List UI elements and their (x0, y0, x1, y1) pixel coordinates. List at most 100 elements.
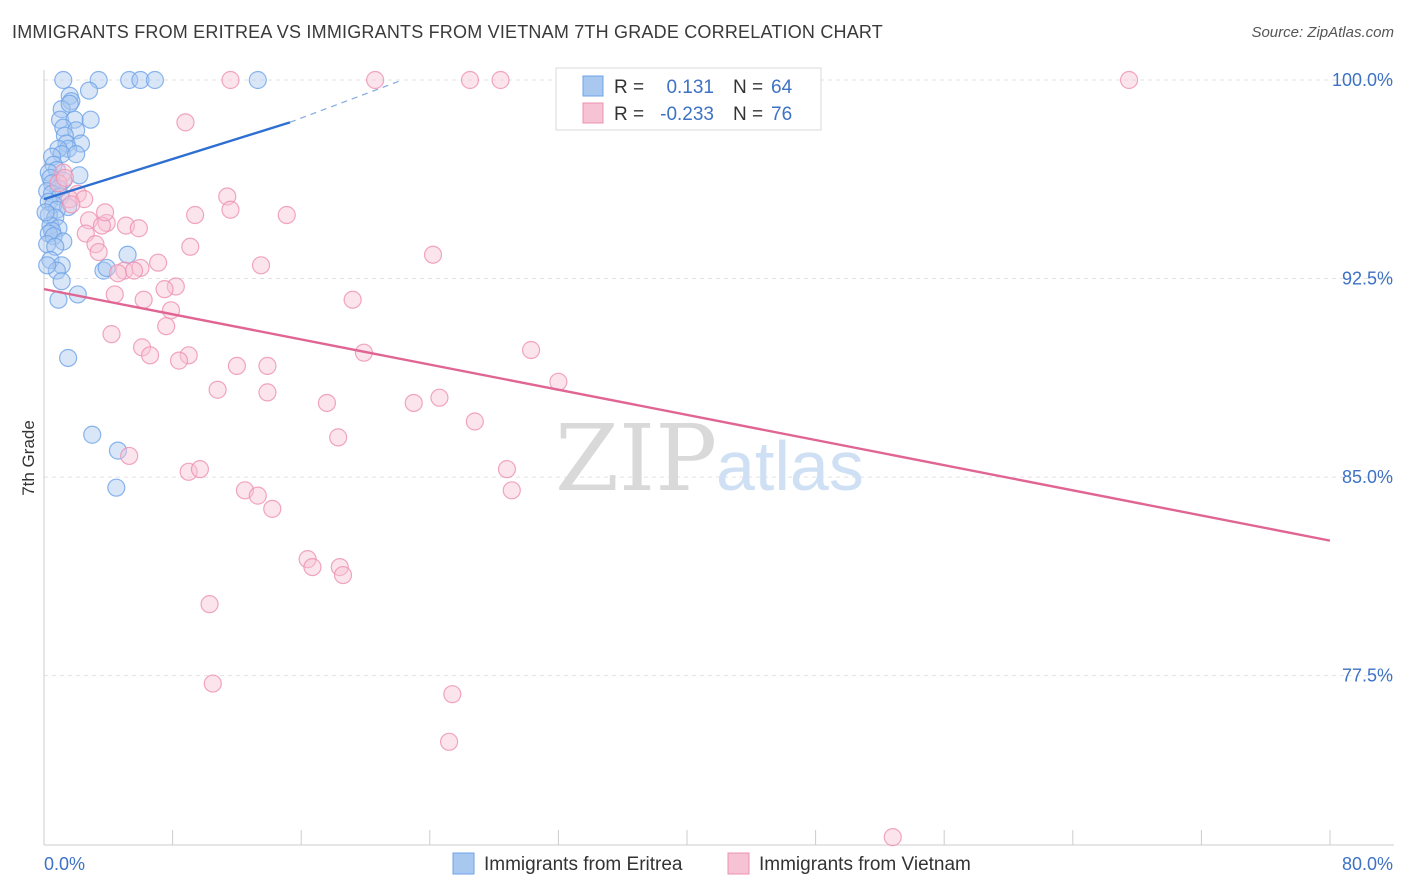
bottom-legend-label-vietnam: Immigrants from Vietnam (759, 854, 971, 875)
vietnam-point-70 (443, 685, 462, 704)
eritrea-point-50 (41, 250, 60, 270)
x-tick-label-min: 0.0% (44, 854, 85, 874)
vietnam-point-26 (149, 253, 168, 272)
vietnam-point-51 (317, 393, 337, 413)
watermark-atlas: atlas (716, 427, 864, 505)
vietnam-point-15 (221, 200, 240, 219)
vietnam-point-46 (227, 356, 246, 376)
vietnam-point-75 (181, 237, 200, 256)
vietnam-point-39 (102, 325, 121, 344)
legend-r-label-eritrea: R = (614, 77, 644, 98)
eritrea-point-11 (81, 110, 100, 129)
vietnam-point-5 (1119, 70, 1139, 90)
legend-n-value-vietnam: 76 (771, 104, 792, 125)
trend-line-vietnam (43, 287, 1331, 542)
grid-lines (44, 79, 1394, 677)
eritrea-point-5 (248, 70, 267, 90)
vietnam-point-58 (190, 460, 210, 479)
vietnam-point-69 (203, 674, 222, 693)
vietnam-point-71 (439, 732, 459, 751)
vietnam-point-62 (248, 486, 267, 505)
trend-line-eritrea-extension (289, 79, 403, 123)
eritrea-point-3 (131, 70, 150, 90)
eritrea-point-55 (52, 272, 71, 291)
legend-swatch-eritrea (582, 75, 604, 97)
vietnam-point-67 (333, 565, 353, 585)
bottom-legend-label-eritrea: Immigrants from Eritrea (484, 854, 683, 875)
eritrea-point-59 (83, 425, 102, 444)
eritrea-point-4 (145, 70, 165, 90)
eritrea-point-10 (60, 94, 79, 113)
y-tick-label-2: 85.0% (1342, 467, 1393, 487)
bottom-legend-swatch-vietnam (727, 852, 750, 875)
vietnam-point-6 (176, 113, 195, 132)
vietnam-point-30 (108, 264, 128, 283)
vietnam-point-56 (120, 446, 139, 466)
vietnam-point-38 (157, 317, 176, 336)
eritrea-point-61 (107, 478, 126, 497)
eritrea-point-49 (118, 245, 137, 264)
vietnam-point-72 (883, 828, 902, 847)
legend-r-value-eritrea: 0.131 (666, 77, 714, 98)
vietnam-point-1 (366, 70, 385, 90)
legend-n-value-eritrea: 64 (771, 77, 793, 98)
y-tick-label-0: 100.0% (1332, 70, 1393, 90)
x-tick-label-max: 80.0% (1342, 854, 1393, 874)
legend-r-value-vietnam: -0.233 (660, 104, 714, 125)
vietnam-point-13 (62, 195, 81, 214)
vietnam-point-55 (329, 428, 348, 447)
vietnam-point-59 (497, 460, 517, 479)
chart-source: Source: ZipAtlas.com (1251, 24, 1394, 41)
vietnam-point-57 (179, 462, 198, 481)
vietnam-point-49 (208, 380, 227, 399)
eritrea-point-51 (52, 256, 71, 275)
legend-swatch-vietnam (582, 102, 604, 124)
series-eritrea-points (36, 70, 267, 497)
vietnam-point-65 (303, 557, 322, 577)
vietnam-point-73 (95, 203, 115, 222)
bottom-legend: Immigrants from Eritrea Immigrants from … (452, 852, 971, 875)
stat-legend: R = 0.131 N = 64 R = -0.233 N = 76 (555, 67, 822, 131)
vietnam-point-47 (258, 356, 277, 376)
legend-n-label-eritrea: N = (733, 77, 763, 98)
vietnam-point-32 (166, 277, 185, 296)
vietnam-point-0 (221, 70, 240, 90)
vietnam-point-74 (129, 219, 148, 238)
vietnam-point-41 (140, 346, 160, 365)
vietnam-point-35 (134, 290, 153, 309)
bottom-legend-swatch-eritrea (452, 852, 475, 875)
watermark-zip: ZIP (555, 405, 717, 512)
watermark: ZIP atlas (555, 405, 864, 512)
y-axis-title: 7th Grade (19, 420, 38, 496)
vietnam-point-60 (502, 481, 521, 500)
y-tick-label-1: 92.5% (1342, 269, 1393, 289)
vietnam-point-42 (179, 346, 198, 365)
trend-lines (43, 79, 1331, 542)
vietnam-point-43 (169, 351, 189, 370)
vietnam-point-31 (124, 261, 144, 280)
eritrea-point-6 (79, 81, 99, 100)
trend-line-eritrea (43, 121, 291, 201)
eritrea-point-0 (54, 70, 73, 90)
vietnam-point-9 (55, 168, 74, 188)
vietnam-point-50 (258, 383, 277, 402)
eritrea-point-54 (47, 261, 66, 280)
vietnam-point-24 (89, 242, 108, 262)
eritrea-point-52 (94, 261, 113, 280)
vietnam-point-45 (521, 340, 541, 360)
vietnam-point-36 (343, 290, 362, 309)
series-vietnam-points (49, 70, 1139, 847)
x-ticks (43, 830, 1331, 845)
y-tick-label-3: 77.5% (1342, 666, 1393, 686)
vietnam-point-33 (155, 280, 174, 299)
vietnam-point-16 (186, 205, 205, 225)
chart-title: IMMIGRANTS FROM ERITREA VS IMMIGRANTS FR… (12, 22, 883, 42)
legend-n-label-vietnam: N = (733, 104, 763, 125)
eritrea-point-58 (59, 348, 78, 368)
vietnam-point-68 (200, 595, 219, 614)
vietnam-point-25 (423, 245, 443, 264)
eritrea-point-23 (67, 145, 86, 164)
vietnam-point-34 (105, 285, 124, 304)
vietnam-point-52 (404, 393, 423, 413)
